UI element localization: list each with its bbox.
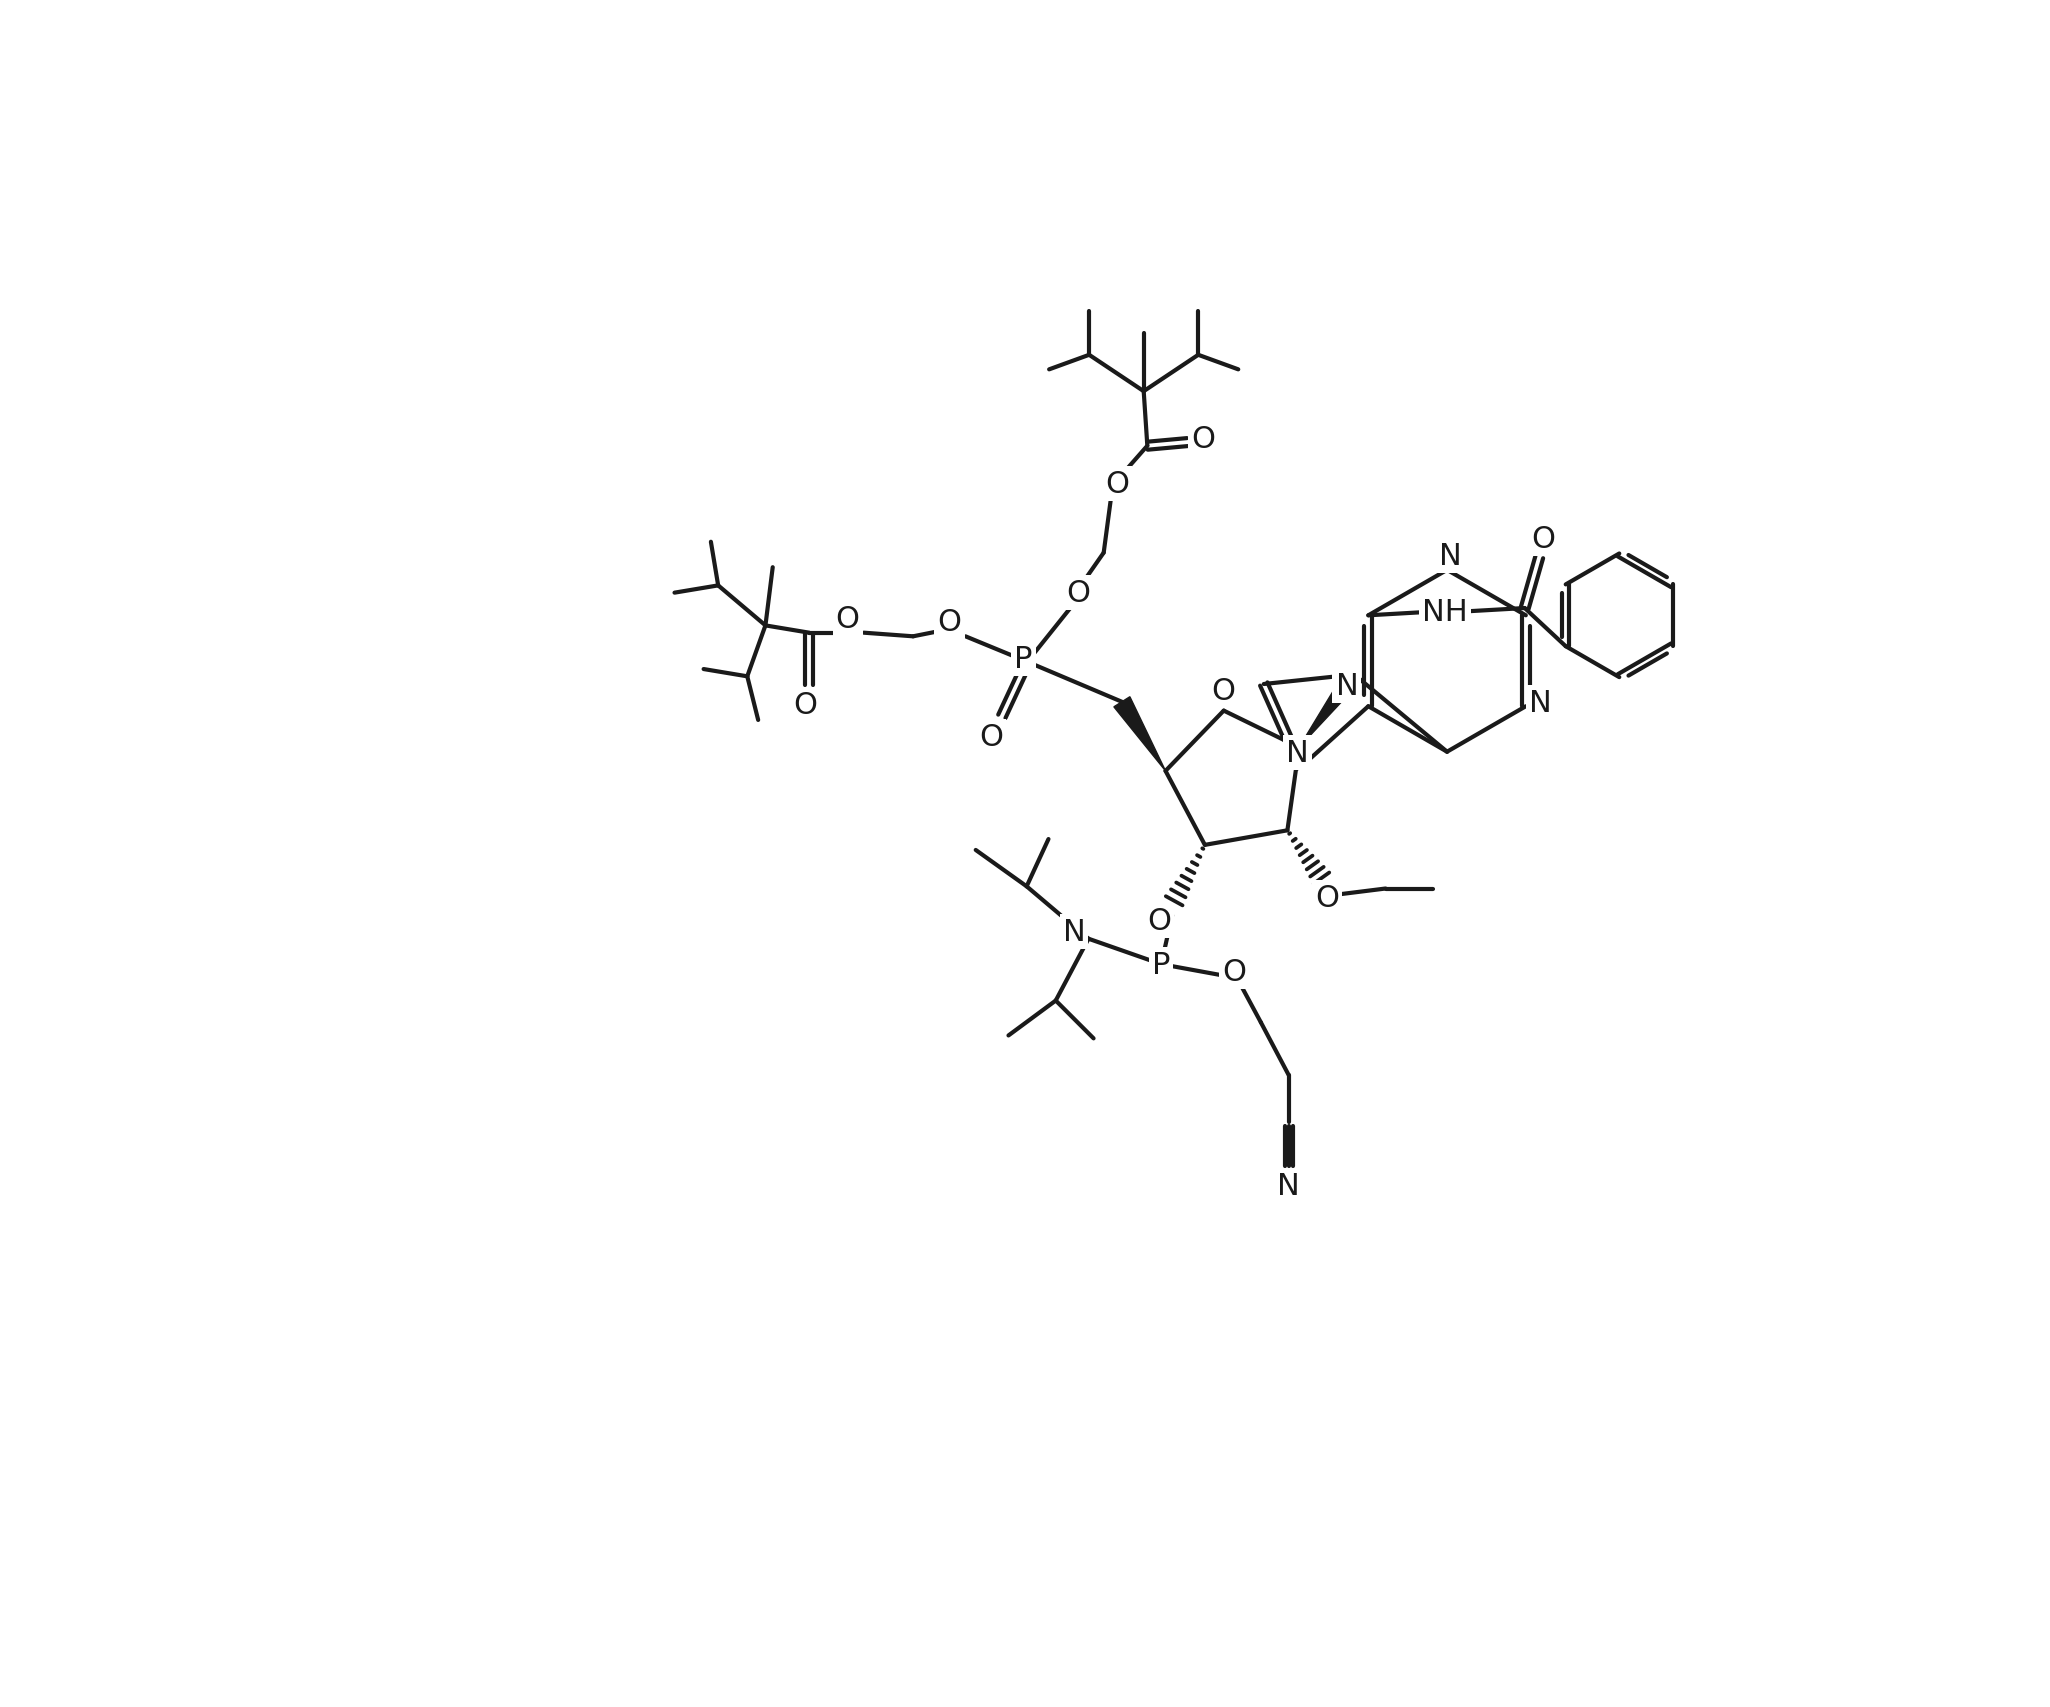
- Text: O: O: [1105, 469, 1130, 498]
- Text: O: O: [1148, 906, 1171, 935]
- Polygon shape: [1300, 669, 1361, 748]
- Text: O: O: [1066, 579, 1091, 608]
- Text: P: P: [1015, 644, 1033, 673]
- Text: O: O: [1222, 958, 1246, 987]
- Text: NH: NH: [1423, 597, 1468, 626]
- Text: O: O: [1316, 883, 1339, 912]
- Text: N: N: [1529, 688, 1552, 717]
- Text: O: O: [1531, 526, 1554, 555]
- Text: N: N: [1277, 1171, 1300, 1200]
- Polygon shape: [1113, 698, 1166, 772]
- Text: N: N: [1062, 917, 1084, 946]
- Text: O: O: [1212, 676, 1236, 705]
- Text: O: O: [937, 608, 961, 637]
- Text: N: N: [1335, 671, 1359, 700]
- Text: N: N: [1439, 541, 1462, 570]
- Text: O: O: [836, 604, 859, 633]
- Text: O: O: [1191, 425, 1216, 454]
- Text: O: O: [980, 722, 1002, 751]
- Text: O: O: [793, 691, 818, 720]
- Text: P: P: [1152, 951, 1171, 980]
- Text: N: N: [1285, 739, 1308, 768]
